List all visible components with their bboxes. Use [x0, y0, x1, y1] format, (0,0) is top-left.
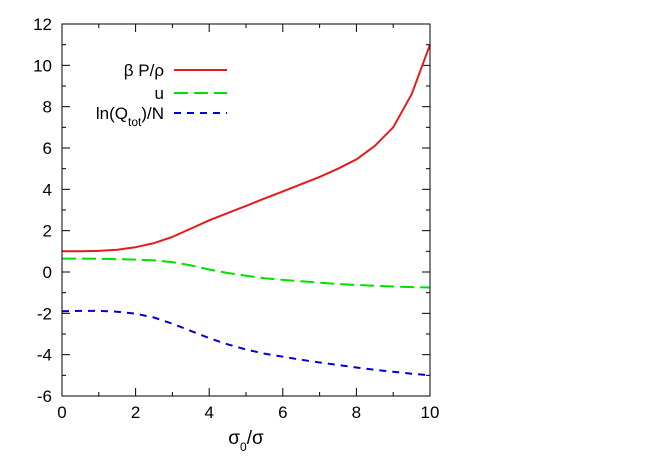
y-tick-label: 2: [43, 222, 52, 241]
x-tick-label: 2: [131, 403, 140, 422]
x-tick-label: 0: [57, 403, 66, 422]
x-axis-title: σ0/σ: [228, 428, 264, 454]
y-tick-label: -6: [37, 387, 52, 406]
tick-labels: 0 2 4 6 8 10 -6 -4 -2 0 2 4 6 8 10 12: [33, 15, 439, 422]
series-line-3: [61, 309, 431, 377]
x-tick-label: 6: [278, 403, 287, 422]
series-layer: [61, 44, 431, 377]
legend-label-1: β P/ρ: [124, 61, 164, 80]
y-tick-label: -2: [37, 304, 52, 323]
x-tick-label: 4: [204, 403, 213, 422]
plot-frame: [61, 23, 431, 397]
legend-label-2: u: [155, 84, 164, 103]
y-tick-label: 12: [33, 15, 52, 34]
y-tick-label: -4: [37, 346, 52, 365]
y-tick-label: 4: [43, 180, 52, 199]
y-tick-label: 6: [43, 139, 52, 158]
x-tick-label: 10: [421, 403, 440, 422]
y-tick-label: 0: [43, 263, 52, 282]
legend-label-3: ln(Qtot)/N: [96, 104, 164, 129]
x-tick-label: 8: [352, 403, 361, 422]
legend: β P/ρ uln(Qtot)/N: [96, 61, 227, 129]
y-tick-label: 10: [33, 56, 52, 75]
series-line-1: [62, 44, 431, 253]
y-tick-label: 8: [43, 98, 52, 117]
series-line-2: [62, 257, 431, 289]
